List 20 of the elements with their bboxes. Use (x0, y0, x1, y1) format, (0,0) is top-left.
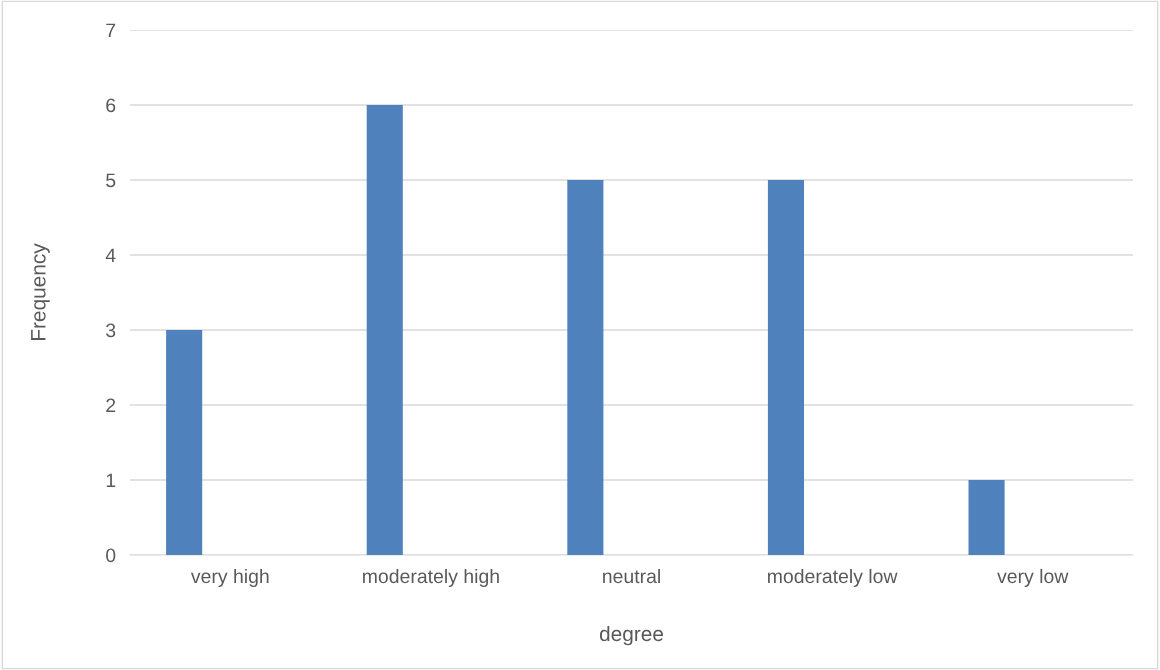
x-axis-title: degree (599, 625, 664, 646)
bar (767, 180, 805, 555)
x-tick-label: very high (190, 568, 269, 588)
x-tick-label: moderately low (768, 568, 898, 588)
y-tick-label: 7 (106, 23, 116, 38)
y-tick-label: 6 (106, 98, 116, 113)
bar (968, 480, 1005, 555)
y-tick-label: 2 (106, 398, 116, 413)
bar (366, 105, 403, 555)
bar (166, 330, 203, 555)
bar (567, 180, 604, 555)
y-tick-label: 0 (106, 548, 116, 563)
y-tick-label: 3 (106, 323, 116, 338)
y-axis-title: Frequency (31, 243, 50, 340)
y-tick-label: 4 (105, 248, 116, 263)
y-tick-label: 5 (106, 173, 116, 188)
x-tick-label: very low (997, 568, 1069, 588)
y-tick-label: 1 (106, 473, 116, 488)
x-tick-label: neutral (603, 568, 660, 584)
x-tick-label: moderately high (363, 568, 499, 588)
